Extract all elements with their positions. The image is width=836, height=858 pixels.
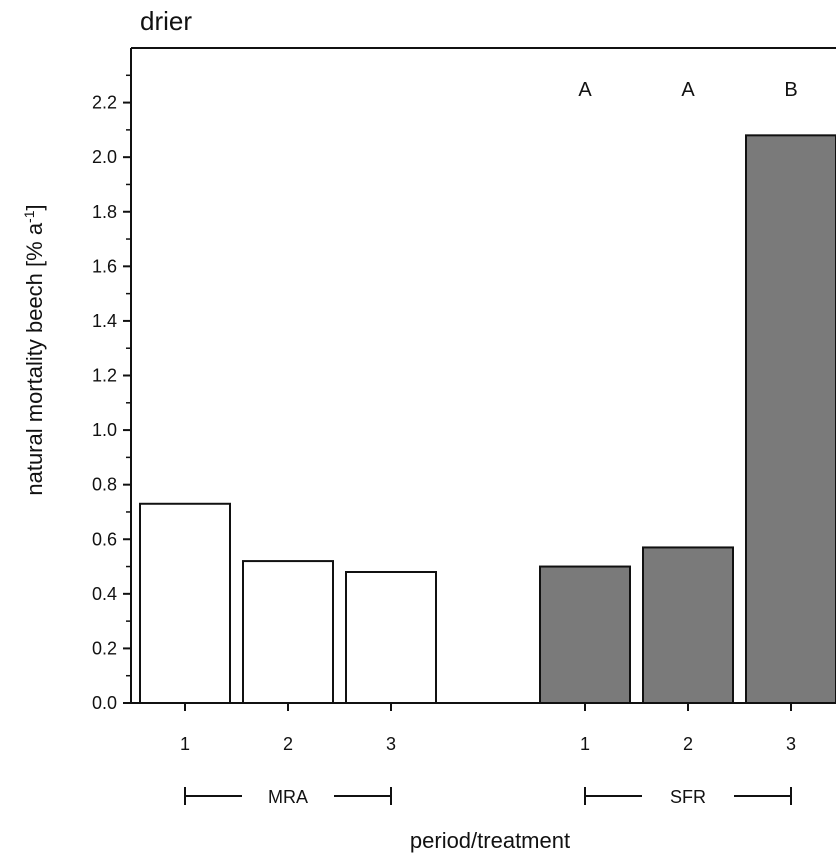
x-category-label: 2 xyxy=(283,734,293,754)
x-category-label: 1 xyxy=(580,734,590,754)
y-tick-label: 1.2 xyxy=(92,366,117,386)
bar-mra-1 xyxy=(139,502,231,705)
chart-title: drier xyxy=(140,6,193,36)
y-tick-label: 0.4 xyxy=(92,584,117,604)
x-axis: 1 2 3 1 2 3 xyxy=(131,702,836,754)
y-axis-title-sup: -1 xyxy=(21,210,37,223)
y-axis-title: natural mortality beech [% a-1] xyxy=(21,204,47,495)
x-category-label: 1 xyxy=(180,734,190,754)
y-tick-label: 0.2 xyxy=(92,638,117,658)
bar-mra-3 xyxy=(345,571,437,704)
y-tick-label: 1.4 xyxy=(92,311,117,331)
y-tick-label: 0.0 xyxy=(92,693,117,713)
y-tick-label: 1.8 xyxy=(92,202,117,222)
significance-letter: A xyxy=(578,79,592,101)
x-category-label: 2 xyxy=(683,734,693,754)
y-tick-label: 2.2 xyxy=(92,93,117,113)
group-label-mra: MRA xyxy=(268,787,308,807)
x-axis-title: period/treatment xyxy=(410,828,570,853)
bar-sfr-1 xyxy=(539,565,631,705)
bar-sfr-3 xyxy=(745,134,836,705)
x-category-label: 3 xyxy=(786,734,796,754)
x-category-label: 3 xyxy=(386,734,396,754)
significance-letter: B xyxy=(784,79,797,101)
significance-letter: A xyxy=(681,79,695,101)
bar-mra-2 xyxy=(242,560,334,704)
y-axis-title-main: natural mortality beech [% a xyxy=(22,222,47,495)
y-tick-label: 0.8 xyxy=(92,475,117,495)
y-axis: 0.0 0.2 0.4 0.6 0.8 1.0 1.2 1.4 1.6 1.8 2.0 2.2 xyxy=(92,47,836,713)
y-tick-label: 0.6 xyxy=(92,529,117,549)
y-tick-label: 2.0 xyxy=(92,147,117,167)
y-tick-label: 1.0 xyxy=(92,420,117,440)
bar-sfr-2 xyxy=(642,546,734,704)
group-brackets: MRA SFR xyxy=(184,787,792,807)
y-axis-title-end: ] xyxy=(22,204,47,210)
y-tick-label: 1.6 xyxy=(92,256,117,276)
group-label-sfr: SFR xyxy=(670,787,706,807)
